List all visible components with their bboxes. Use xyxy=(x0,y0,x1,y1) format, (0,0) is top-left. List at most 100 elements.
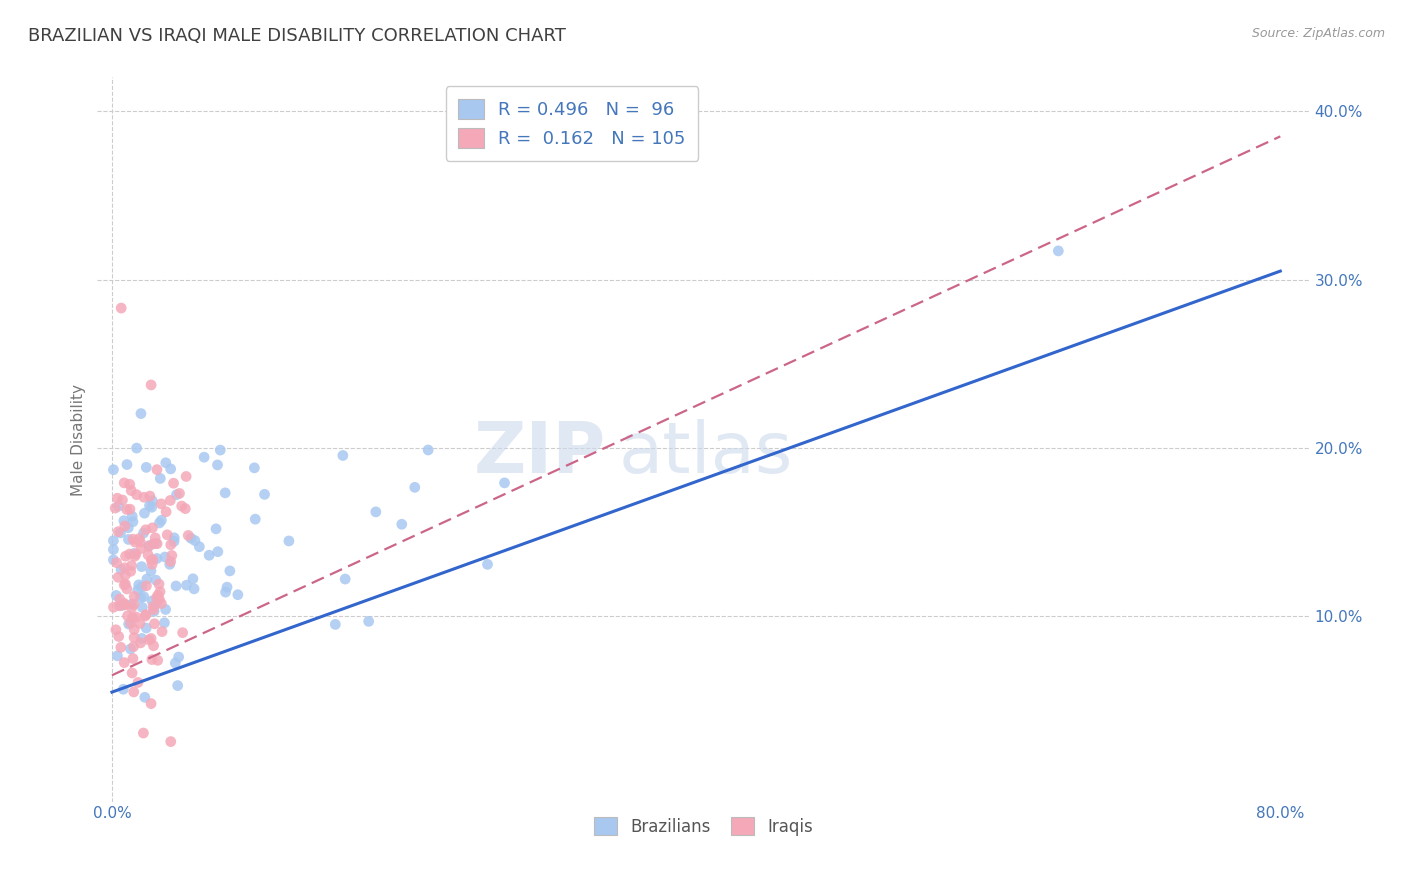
Point xyxy=(391,517,413,532)
Point xyxy=(135,607,157,622)
Point xyxy=(103,533,125,548)
Point xyxy=(153,549,176,564)
Point xyxy=(122,598,145,612)
Point xyxy=(226,588,249,602)
Point xyxy=(165,579,187,593)
Point xyxy=(170,499,193,513)
Point xyxy=(174,501,197,516)
Point xyxy=(159,558,181,572)
Point xyxy=(138,632,160,647)
Point xyxy=(141,652,163,666)
Point xyxy=(122,640,145,654)
Point xyxy=(104,501,127,516)
Point xyxy=(122,532,145,546)
Point xyxy=(107,648,129,663)
Text: Source: ZipAtlas.com: Source: ZipAtlas.com xyxy=(1251,27,1385,40)
Point xyxy=(209,443,232,458)
Point xyxy=(135,621,157,635)
Point xyxy=(357,615,380,629)
Point xyxy=(110,599,132,613)
Point xyxy=(110,301,132,315)
Point xyxy=(138,539,160,553)
Point xyxy=(174,469,197,483)
Point xyxy=(132,726,155,740)
Point xyxy=(127,675,149,690)
Point xyxy=(121,509,143,524)
Point xyxy=(129,636,152,650)
Point xyxy=(118,617,141,632)
Point xyxy=(159,493,181,508)
Point xyxy=(184,533,207,548)
Text: atlas: atlas xyxy=(619,419,793,489)
Point xyxy=(150,497,173,511)
Point xyxy=(117,608,139,623)
Point xyxy=(110,563,132,577)
Point xyxy=(121,665,143,680)
Point xyxy=(183,582,205,596)
Point xyxy=(142,599,165,614)
Point xyxy=(135,460,157,475)
Point xyxy=(134,506,156,520)
Point xyxy=(214,486,236,500)
Point xyxy=(149,471,172,485)
Point xyxy=(150,597,173,611)
Point xyxy=(166,488,188,502)
Point xyxy=(180,531,202,545)
Point xyxy=(125,441,148,455)
Point xyxy=(145,591,167,605)
Legend: Brazilians, Iraqis: Brazilians, Iraqis xyxy=(585,808,821,844)
Point xyxy=(105,589,128,603)
Point xyxy=(143,616,166,631)
Point xyxy=(141,494,163,508)
Point xyxy=(135,523,157,537)
Point xyxy=(115,502,138,516)
Point xyxy=(132,490,155,504)
Point xyxy=(128,532,150,546)
Point xyxy=(163,534,186,549)
Point xyxy=(107,499,129,513)
Point xyxy=(214,585,236,599)
Point xyxy=(146,653,169,667)
Point xyxy=(135,572,157,586)
Point xyxy=(108,599,131,613)
Point xyxy=(138,499,160,513)
Point xyxy=(166,679,188,693)
Point xyxy=(125,488,148,502)
Point xyxy=(105,556,128,570)
Point xyxy=(139,697,162,711)
Point xyxy=(143,604,166,618)
Point xyxy=(134,609,156,624)
Point xyxy=(120,641,142,656)
Point xyxy=(129,407,152,421)
Point xyxy=(139,489,162,503)
Point xyxy=(118,502,141,516)
Point xyxy=(122,590,145,604)
Point xyxy=(112,596,135,610)
Point xyxy=(112,598,135,612)
Point xyxy=(120,483,142,498)
Point xyxy=(122,515,145,529)
Point xyxy=(141,558,163,572)
Point xyxy=(153,615,176,630)
Point xyxy=(114,549,136,564)
Point xyxy=(193,450,215,465)
Point xyxy=(131,600,153,615)
Point xyxy=(253,487,276,501)
Point xyxy=(107,630,129,644)
Point xyxy=(103,463,125,477)
Point xyxy=(129,534,152,549)
Point xyxy=(155,456,177,470)
Point xyxy=(122,623,145,637)
Point xyxy=(243,461,266,475)
Point xyxy=(207,544,229,558)
Text: ZIP: ZIP xyxy=(474,419,606,489)
Point xyxy=(150,513,173,527)
Point xyxy=(149,584,172,599)
Point xyxy=(132,590,155,604)
Point xyxy=(323,617,346,632)
Point xyxy=(404,480,426,494)
Point xyxy=(104,623,127,637)
Point xyxy=(120,616,142,631)
Point xyxy=(125,547,148,561)
Point xyxy=(150,624,173,639)
